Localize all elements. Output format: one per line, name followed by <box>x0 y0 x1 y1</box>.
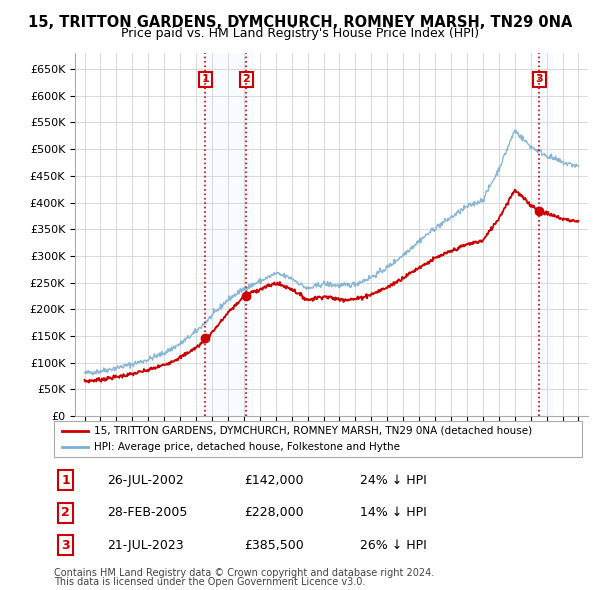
Text: HPI: Average price, detached house, Folkestone and Hythe: HPI: Average price, detached house, Folk… <box>94 442 400 453</box>
Text: 3: 3 <box>61 539 70 552</box>
Text: £385,500: £385,500 <box>244 539 304 552</box>
Text: 14% ↓ HPI: 14% ↓ HPI <box>360 506 427 519</box>
Text: 3: 3 <box>536 74 543 84</box>
Text: 2: 2 <box>242 74 250 84</box>
Text: Price paid vs. HM Land Registry's House Price Index (HPI): Price paid vs. HM Land Registry's House … <box>121 27 479 40</box>
Text: 15, TRITTON GARDENS, DYMCHURCH, ROMNEY MARSH, TN29 0NA (detached house): 15, TRITTON GARDENS, DYMCHURCH, ROMNEY M… <box>94 425 532 435</box>
Text: Contains HM Land Registry data © Crown copyright and database right 2024.: Contains HM Land Registry data © Crown c… <box>54 568 434 578</box>
Text: 1: 1 <box>61 474 70 487</box>
Text: 2: 2 <box>61 506 70 519</box>
Bar <box>203 53 254 416</box>
Bar <box>538 53 553 416</box>
Text: 1: 1 <box>201 74 209 84</box>
Text: 21-JUL-2023: 21-JUL-2023 <box>107 539 184 552</box>
Text: £142,000: £142,000 <box>244 474 304 487</box>
Text: This data is licensed under the Open Government Licence v3.0.: This data is licensed under the Open Gov… <box>54 577 365 587</box>
Text: 26-JUL-2002: 26-JUL-2002 <box>107 474 184 487</box>
Text: 15, TRITTON GARDENS, DYMCHURCH, ROMNEY MARSH, TN29 0NA: 15, TRITTON GARDENS, DYMCHURCH, ROMNEY M… <box>28 15 572 30</box>
Text: 28-FEB-2005: 28-FEB-2005 <box>107 506 187 519</box>
Text: 26% ↓ HPI: 26% ↓ HPI <box>360 539 427 552</box>
FancyBboxPatch shape <box>54 421 582 457</box>
Text: 24% ↓ HPI: 24% ↓ HPI <box>360 474 427 487</box>
Text: £228,000: £228,000 <box>244 506 304 519</box>
